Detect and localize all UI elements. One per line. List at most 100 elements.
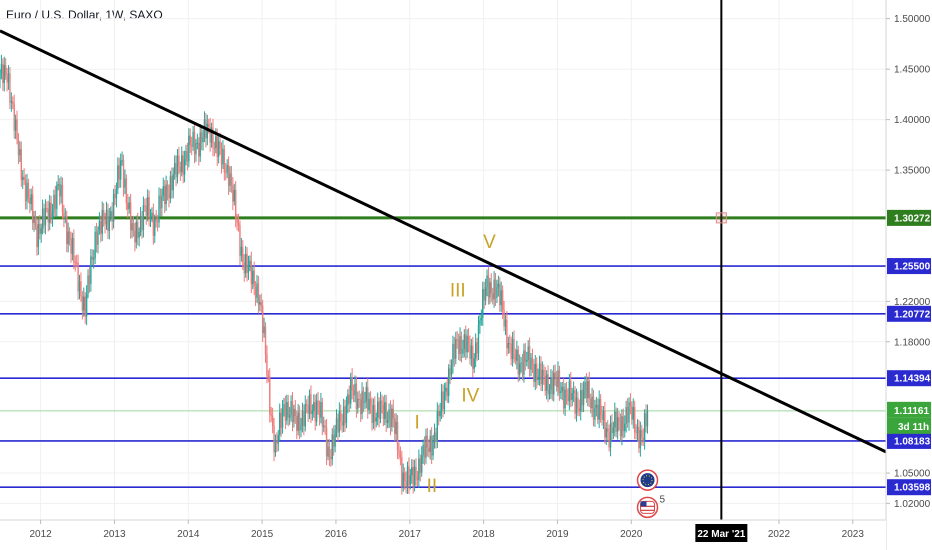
candle-body: [31, 194, 34, 223]
candle-body: [53, 194, 55, 213]
price-level-tag[interactable]: [887, 479, 931, 496]
candle-body: [452, 344, 454, 366]
candle-body: [308, 394, 311, 414]
candle-body: [367, 386, 369, 411]
candle-body: [127, 202, 129, 210]
candle-body: [602, 410, 605, 420]
candle-body: [422, 444, 424, 456]
price-level-tag[interactable]: [887, 305, 931, 322]
candle-body: [264, 326, 267, 355]
candle-body: [553, 372, 555, 395]
candle-body: [151, 212, 153, 218]
candle-body: [457, 339, 460, 354]
candle-body: [472, 345, 474, 369]
candle-body: [355, 383, 358, 409]
price-level-tag[interactable]: [887, 258, 931, 275]
price-level-tag-label: 1.25500: [894, 262, 931, 273]
us-flag-canton: [640, 501, 647, 507]
candle-body: [137, 221, 139, 238]
candle-body: [584, 382, 586, 390]
candle-body: [496, 287, 498, 298]
candle-body: [320, 401, 322, 418]
candle-body: [313, 402, 315, 411]
candle-body: [141, 216, 143, 230]
candle-body: [61, 184, 64, 213]
candle-body: [386, 420, 389, 423]
candle-body: [493, 279, 495, 300]
wave-label: III: [450, 280, 466, 301]
candle-body: [119, 160, 122, 180]
candle-body: [114, 193, 116, 199]
candle-body: [479, 320, 481, 325]
candle-body: [291, 401, 294, 423]
candle-body: [633, 407, 636, 433]
candle-body: [575, 397, 578, 414]
candle-body: [581, 390, 583, 406]
candle-body: [456, 339, 458, 341]
candle-body: [20, 149, 22, 180]
candle-body: [611, 422, 613, 434]
candle-body: [43, 208, 45, 226]
candle-body: [315, 400, 318, 422]
candle-body: [335, 418, 338, 430]
candle-body: [548, 389, 551, 395]
candle-body: [162, 186, 164, 196]
candle-body: [206, 123, 209, 139]
candle-body: [300, 425, 302, 431]
candle-body: [311, 410, 314, 415]
candle-body: [260, 302, 262, 306]
price-level-tag[interactable]: [887, 370, 931, 387]
vertical-marker-tag-label: 22 Mar '21: [697, 529, 745, 540]
time-axis-panel: [0, 520, 886, 550]
time-axis-label: 2014: [177, 529, 200, 540]
candle-body: [544, 376, 546, 391]
candle-body: [547, 374, 549, 395]
candle-body: [538, 363, 541, 377]
candle-body: [435, 432, 437, 442]
candle-body: [294, 408, 297, 417]
trendline[interactable]: [0, 29, 887, 454]
candle-body: [91, 256, 93, 260]
candle-body: [284, 404, 287, 421]
candle-body: [58, 184, 61, 197]
candle-body: [77, 262, 79, 292]
candle-body: [171, 176, 173, 191]
candle-body: [503, 309, 505, 327]
intersection-marker[interactable]: [715, 212, 727, 224]
candle-body: [374, 405, 376, 422]
price-axis-label: 1.50000: [894, 14, 931, 25]
candle-body: [362, 391, 365, 404]
candle-body: [381, 400, 383, 405]
candle-body: [78, 281, 81, 292]
candle-body: [562, 386, 565, 409]
candle-body: [24, 179, 27, 202]
vertical-marker-tag[interactable]: [695, 524, 748, 542]
candle-body: [3, 65, 5, 83]
price-level-tag[interactable]: [887, 432, 931, 449]
candle-body: [102, 209, 105, 221]
candle-body: [156, 220, 159, 223]
candle-body: [626, 407, 629, 423]
candle-body: [117, 165, 119, 190]
candle-body: [582, 389, 585, 406]
candle-body: [179, 166, 182, 173]
candle-body: [442, 391, 444, 410]
candle-body: [199, 132, 201, 157]
candle-body: [44, 207, 47, 226]
time-axis-label: 2019: [546, 529, 569, 540]
candle-body: [296, 416, 298, 431]
candle-body: [396, 421, 399, 451]
candle-body: [297, 412, 299, 431]
candle-body: [195, 143, 197, 155]
candle-body: [354, 383, 356, 396]
time-axis-label: 2016: [325, 529, 348, 540]
current-price-tag[interactable]: [887, 401, 931, 418]
candle-body: [330, 457, 332, 460]
price-level-tag[interactable]: [887, 209, 931, 226]
candle-body: [314, 402, 316, 422]
time-axis-label: 2015: [251, 529, 274, 540]
candle-body: [121, 160, 123, 162]
candle-body: [233, 189, 235, 202]
candle-body: [376, 401, 379, 418]
